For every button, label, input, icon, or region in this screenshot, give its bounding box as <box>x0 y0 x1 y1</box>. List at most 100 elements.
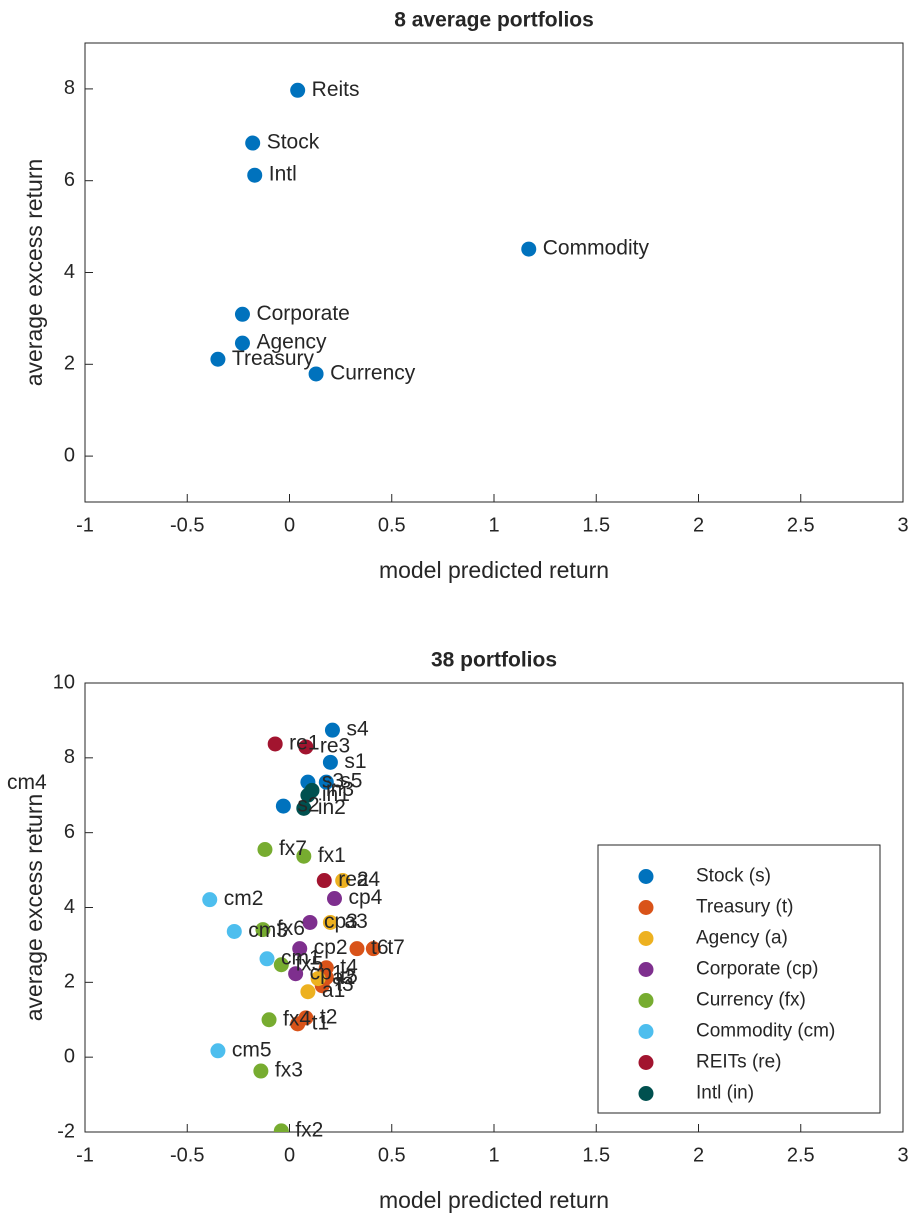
point-label: re2 <box>338 868 368 891</box>
point <box>234 306 250 322</box>
point-label: cp1 <box>310 961 344 984</box>
legend-label: Treasury (t) <box>696 897 793 918</box>
point <box>304 782 320 798</box>
point-label: cm3 <box>248 919 288 942</box>
legend-marker <box>638 869 654 884</box>
point-label: fx5 <box>295 952 323 975</box>
x-tick-label: -1 <box>76 1144 94 1166</box>
legend-label: Agency (a) <box>696 928 788 949</box>
point-label: a1 <box>322 979 345 1002</box>
point <box>292 941 308 957</box>
point-label: Commodity <box>543 237 650 260</box>
marker-layer <box>210 82 537 382</box>
point-label: in2 <box>318 796 346 819</box>
point <box>261 1012 277 1028</box>
x-tick-label: 3 <box>897 514 908 536</box>
point-label: cm4 <box>7 771 47 794</box>
point <box>335 873 351 889</box>
point-label: s2 <box>297 794 319 817</box>
point <box>296 800 312 816</box>
legend-label: Commodity (cm) <box>696 1021 835 1042</box>
point <box>234 335 250 351</box>
x-tick-label: -0.5 <box>170 1144 204 1166</box>
point <box>226 923 242 939</box>
legend-marker <box>638 1024 654 1039</box>
x-tick-label: 2 <box>693 1144 704 1166</box>
point-label: a2 <box>332 966 355 989</box>
y-tick-label: 10 <box>53 671 75 693</box>
legend-marker <box>638 1055 654 1070</box>
point-label: s3 <box>322 770 344 793</box>
legend-marker <box>638 1086 654 1101</box>
plot-area <box>84 42 904 503</box>
y-axis-label: average excess return <box>21 159 47 387</box>
point <box>521 241 537 257</box>
x-tick-label: 2 <box>693 514 704 536</box>
legend-label: Intl (in) <box>696 1083 754 1104</box>
point-label: Currency <box>330 361 416 384</box>
point <box>253 1063 269 1079</box>
point-label: a4 <box>357 868 381 891</box>
point <box>298 739 314 755</box>
y-tick-label: -2 <box>57 1120 75 1142</box>
marker-layer <box>202 722 381 1132</box>
legend-label: REITs (re) <box>696 1052 782 1073</box>
x-tick-label: 1.5 <box>582 1144 610 1166</box>
point <box>322 754 338 770</box>
y-tick-label: 6 <box>64 169 75 191</box>
point-label: Agency <box>256 331 327 354</box>
legend-marker <box>638 931 654 946</box>
point-label: Stock <box>267 131 320 154</box>
x-axis-label: model predicted return <box>379 1187 609 1213</box>
point-label: in3 <box>326 778 354 801</box>
point-label: cm5 <box>232 1038 272 1061</box>
legend-label: Corporate (cp) <box>696 959 819 980</box>
x-tick-label: 2.5 <box>787 1144 815 1166</box>
point-label: s4 <box>346 718 369 741</box>
point <box>318 774 334 790</box>
point <box>267 736 283 752</box>
y-tick-label: 4 <box>64 896 75 918</box>
point <box>210 351 226 367</box>
point-label: fx3 <box>275 1059 303 1082</box>
x-tick-label: 1 <box>488 514 499 536</box>
y-tick-label: 8 <box>64 746 75 768</box>
point <box>310 971 326 987</box>
point-label: cp3 <box>324 910 358 933</box>
point-label: s5 <box>340 770 362 793</box>
point <box>288 966 304 982</box>
point-label: Treasury <box>232 347 315 370</box>
point-label: cp2 <box>314 936 348 959</box>
point <box>202 892 218 908</box>
point <box>273 1123 289 1132</box>
point-label: cm2 <box>224 887 264 910</box>
point-label: cm1 <box>281 946 321 969</box>
point-label: Intl <box>269 163 297 186</box>
point <box>365 941 381 957</box>
point-label: t5 <box>340 965 358 988</box>
point-label: a3 <box>344 910 367 933</box>
point <box>290 82 306 98</box>
x-tick-label: 0 <box>284 1144 295 1166</box>
point <box>273 957 289 973</box>
point <box>326 891 342 907</box>
point-label: s1 <box>344 750 366 773</box>
y-tick-label: 0 <box>64 444 75 466</box>
x-tick-label: 1 <box>488 1144 499 1166</box>
point-label: t6 <box>371 936 389 959</box>
legend-marker <box>638 993 654 1008</box>
legend-marker <box>638 900 654 915</box>
point <box>300 984 316 1000</box>
y-axis-label: average excess return <box>21 794 47 1022</box>
point <box>296 848 312 864</box>
chart-title: 8 average portfolios <box>394 9 594 32</box>
y-tick-label: 0 <box>64 1045 75 1067</box>
y-tick-label: 8 <box>64 77 75 99</box>
point <box>349 941 365 957</box>
point-label: fx6 <box>277 917 305 940</box>
x-tick-label: 0.5 <box>378 1144 406 1166</box>
point <box>210 1043 226 1059</box>
x-tick-label: 0.5 <box>378 514 406 536</box>
point-label: Reits <box>312 78 360 101</box>
